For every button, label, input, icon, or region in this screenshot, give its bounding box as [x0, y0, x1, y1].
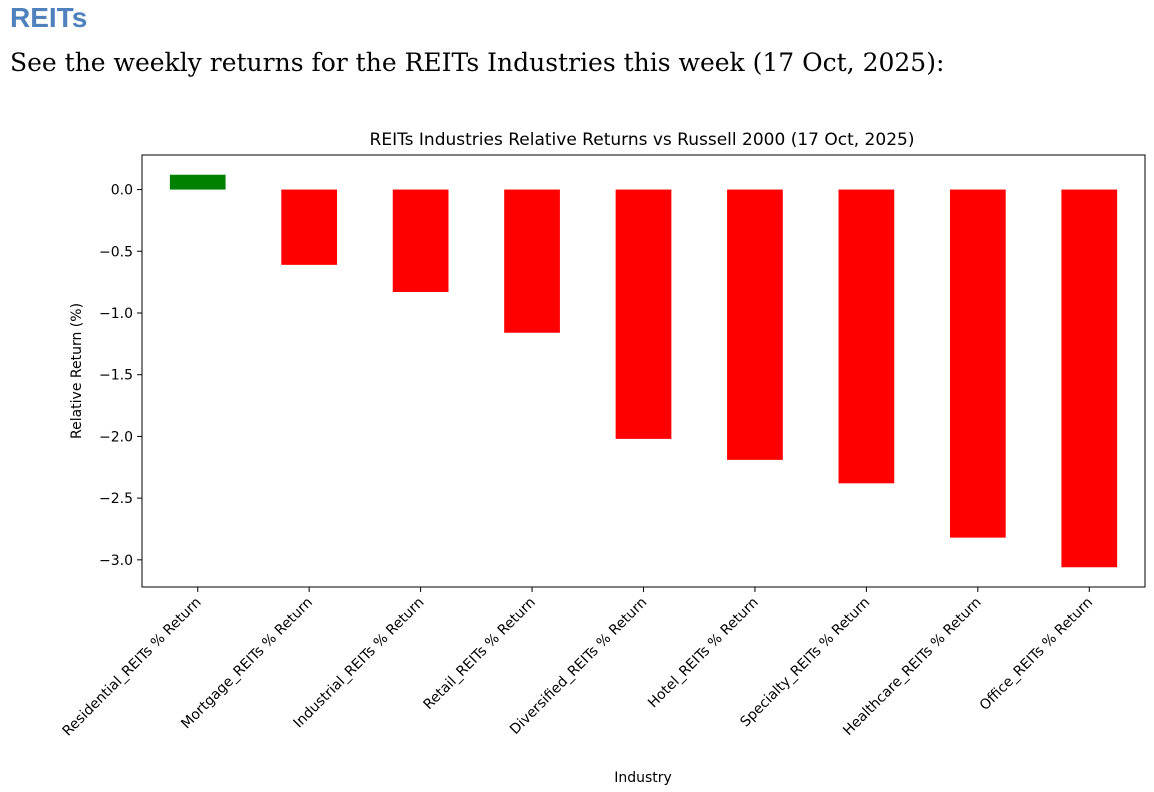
x-tick-label: Specialty_REITs % Return	[737, 595, 873, 731]
bar-3	[392, 189, 449, 293]
x-tick-label: Industrial_REITs % Return	[291, 595, 428, 732]
bars-layer	[169, 174, 1118, 568]
bar-2	[281, 189, 338, 265]
y-axis: 0.0 −0.5 −1.0 −1.5 −2.0 −2.5 −3.0	[99, 183, 142, 569]
bar-6	[727, 189, 783, 460]
x-axis: Residential_REITs % ReturnMortgage_REITs…	[60, 587, 1096, 739]
chart-title: REITs Industries Relative Returns vs Rus…	[370, 130, 915, 150]
y-axis-label: Relative Return (%)	[69, 303, 85, 439]
bar-1	[169, 174, 226, 190]
bar-7	[838, 189, 895, 484]
y-tick-label: −1.5	[99, 368, 133, 384]
bar-9	[1061, 189, 1118, 568]
y-tick-label: −3.0	[99, 553, 133, 569]
y-tick-label: −0.5	[99, 244, 133, 260]
x-tick-label: Hotel_REITs % Return	[645, 595, 762, 712]
intro-text: See the weekly returns for the REITs Ind…	[10, 48, 945, 77]
bar-5	[615, 189, 672, 439]
x-tick-label: Mortgage_REITs % Return	[178, 595, 316, 733]
page-title: REITs	[10, 2, 88, 33]
bar-4	[504, 189, 560, 333]
x-tick-label: Office_REITs % Return	[977, 595, 1096, 714]
y-tick-label: −2.5	[99, 491, 133, 507]
y-tick-label: 0.0	[111, 183, 133, 199]
x-axis-label: Industry	[614, 770, 672, 786]
bar-8	[949, 189, 1006, 538]
y-tick-label: −2.0	[99, 429, 133, 445]
x-tick-label: Retail_REITs % Return	[420, 595, 538, 713]
y-tick-label: −1.0	[99, 306, 133, 322]
